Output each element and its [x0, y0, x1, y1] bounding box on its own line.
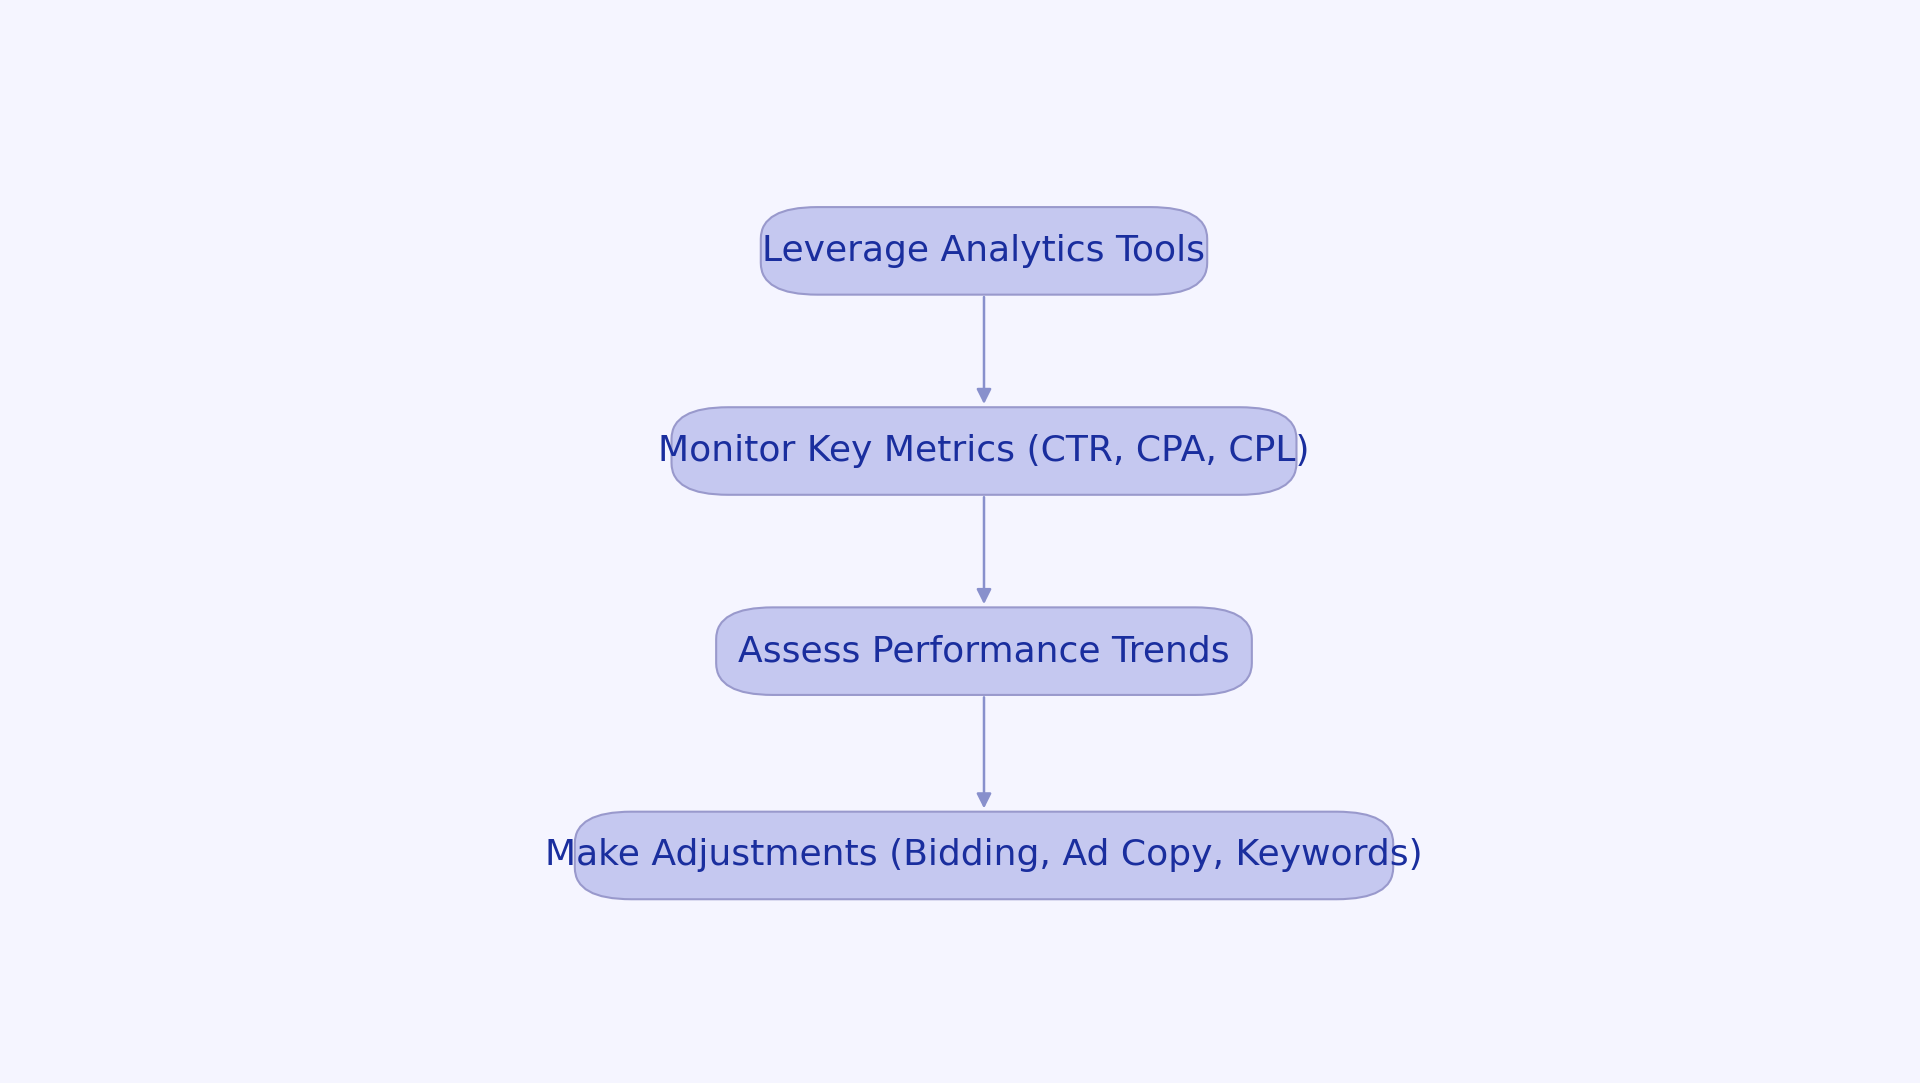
Text: Make Adjustments (Bidding, Ad Copy, Keywords): Make Adjustments (Bidding, Ad Copy, Keyw…	[545, 838, 1423, 873]
FancyBboxPatch shape	[760, 207, 1208, 295]
FancyBboxPatch shape	[716, 608, 1252, 695]
FancyBboxPatch shape	[672, 407, 1296, 495]
FancyBboxPatch shape	[574, 811, 1394, 899]
Text: Leverage Analytics Tools: Leverage Analytics Tools	[762, 234, 1206, 268]
Text: Monitor Key Metrics (CTR, CPA, CPL): Monitor Key Metrics (CTR, CPA, CPL)	[659, 434, 1309, 468]
Text: Assess Performance Trends: Assess Performance Trends	[737, 635, 1231, 668]
